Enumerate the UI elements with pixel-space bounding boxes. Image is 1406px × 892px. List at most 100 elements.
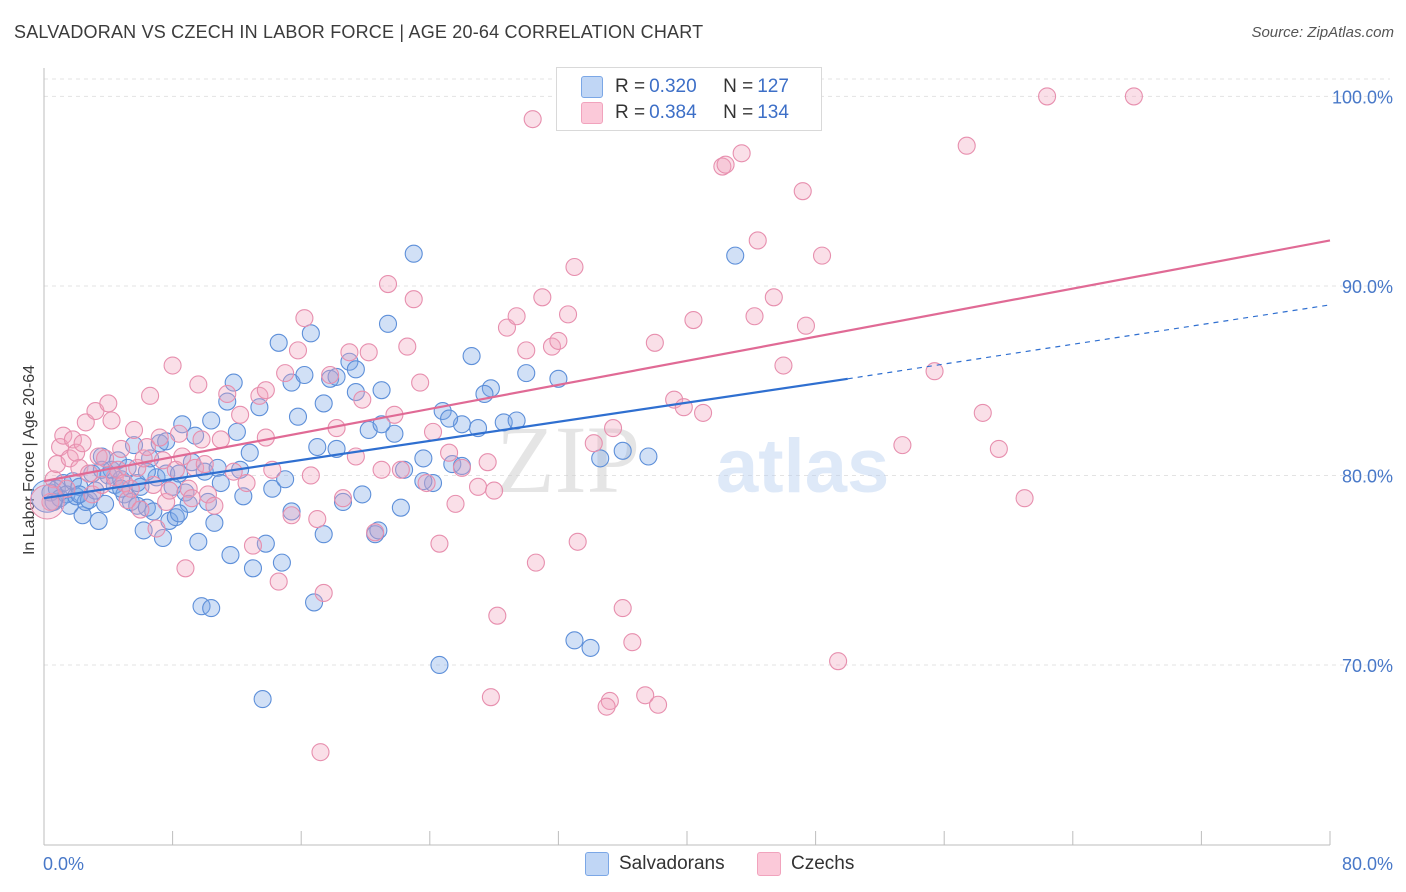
- data-point: [565, 631, 584, 650]
- data-point: [89, 511, 108, 530]
- stats-legend: R = 0.320 N = 127 R = 0.384 N = 134: [556, 67, 822, 131]
- data-point: [269, 572, 288, 591]
- data-point: [597, 697, 616, 716]
- data-point: [333, 489, 353, 508]
- data-point: [288, 407, 308, 426]
- data-point: [517, 341, 536, 360]
- data-point: [243, 536, 263, 555]
- data-point: [301, 324, 320, 343]
- data-point: [404, 290, 423, 309]
- data-point: [211, 430, 230, 449]
- data-point: [308, 509, 327, 529]
- watermark-zip: ZIP: [496, 406, 640, 513]
- data-point: [684, 311, 703, 330]
- data-point: [67, 443, 86, 462]
- data-point: [234, 487, 253, 506]
- data-point: [163, 356, 182, 375]
- data-point: [205, 513, 224, 532]
- data-point: [160, 481, 179, 500]
- data-point: [581, 638, 600, 657]
- axes: [43, 68, 1331, 846]
- data-point: [295, 309, 314, 328]
- data-point: [591, 449, 610, 468]
- data-point: [452, 458, 472, 477]
- salvadoran-legend-swatch: [585, 852, 609, 876]
- data-point: [645, 333, 664, 352]
- data-point: [745, 307, 764, 326]
- czech-points: [29, 87, 1143, 762]
- legend-item-czechs[interactable]: Czechs: [757, 852, 854, 876]
- data-point: [269, 333, 288, 352]
- data-point: [192, 430, 211, 449]
- data-point: [305, 593, 324, 612]
- data-point: [176, 559, 195, 578]
- stats-row-salvadorans: R = 0.320 N = 127: [581, 75, 789, 99]
- data-point: [398, 337, 417, 356]
- data-point: [613, 441, 632, 460]
- data-point: [124, 420, 144, 440]
- data-point: [205, 496, 224, 515]
- legend-label-czechs: Czechs: [791, 853, 855, 874]
- data-point: [202, 599, 221, 618]
- r-value: 0.320: [649, 76, 697, 97]
- data-point: [623, 633, 642, 652]
- r-value: 0.384: [649, 102, 697, 123]
- data-point: [584, 434, 603, 453]
- data-point: [1015, 489, 1034, 508]
- data-point: [1124, 87, 1143, 106]
- watermark-atlas: atlas: [716, 424, 889, 509]
- data-point: [796, 316, 816, 335]
- data-point: [523, 110, 542, 129]
- data-point: [272, 553, 291, 572]
- data-point: [636, 686, 655, 705]
- data-point: [70, 458, 89, 477]
- data-point: [829, 652, 848, 671]
- data-point: [282, 502, 301, 521]
- data-point: [89, 447, 108, 466]
- data-point: [430, 534, 449, 553]
- data-point: [333, 492, 353, 512]
- czech-swatch: [581, 102, 603, 124]
- data-point: [812, 246, 832, 265]
- n-value: 134: [757, 102, 789, 123]
- data-point: [430, 655, 449, 675]
- legend-item-salvadorans[interactable]: Salvadorans: [585, 852, 725, 876]
- data-point: [346, 360, 365, 379]
- data-point: [231, 405, 250, 424]
- data-point: [391, 460, 410, 479]
- data-point: [340, 352, 359, 371]
- data-point: [218, 392, 237, 411]
- data-point: [173, 415, 192, 434]
- data-point: [372, 381, 391, 400]
- n-label: N =: [723, 76, 754, 97]
- trend-lines: [43, 239, 1331, 500]
- data-point: [137, 437, 156, 457]
- data-point: [256, 381, 275, 400]
- data-point: [295, 365, 314, 385]
- data-point: [29, 484, 65, 520]
- data-point: [565, 257, 584, 277]
- data-point: [378, 314, 398, 333]
- y-tick-label: 90.0%: [1342, 277, 1393, 297]
- data-point: [102, 411, 121, 430]
- data-point: [385, 424, 404, 443]
- data-point: [121, 479, 140, 498]
- data-point: [417, 473, 436, 493]
- data-point: [153, 528, 173, 548]
- chart-title: SALVADORAN VS CZECH IN LABOR FORCE | AGE…: [14, 22, 704, 42]
- data-point: [321, 369, 340, 388]
- data-point: [957, 136, 976, 155]
- y-tick-label: 80.0%: [1342, 466, 1393, 486]
- data-point: [147, 519, 166, 538]
- czech-legend-swatch: [757, 852, 781, 876]
- data-point: [253, 690, 272, 709]
- data-point: [507, 307, 526, 326]
- data-point: [989, 439, 1008, 458]
- data-point: [414, 472, 433, 491]
- data-point: [182, 489, 201, 508]
- data-point: [600, 691, 619, 711]
- data-point: [96, 449, 115, 468]
- data-point: [549, 331, 568, 350]
- n-label: N =: [723, 102, 754, 123]
